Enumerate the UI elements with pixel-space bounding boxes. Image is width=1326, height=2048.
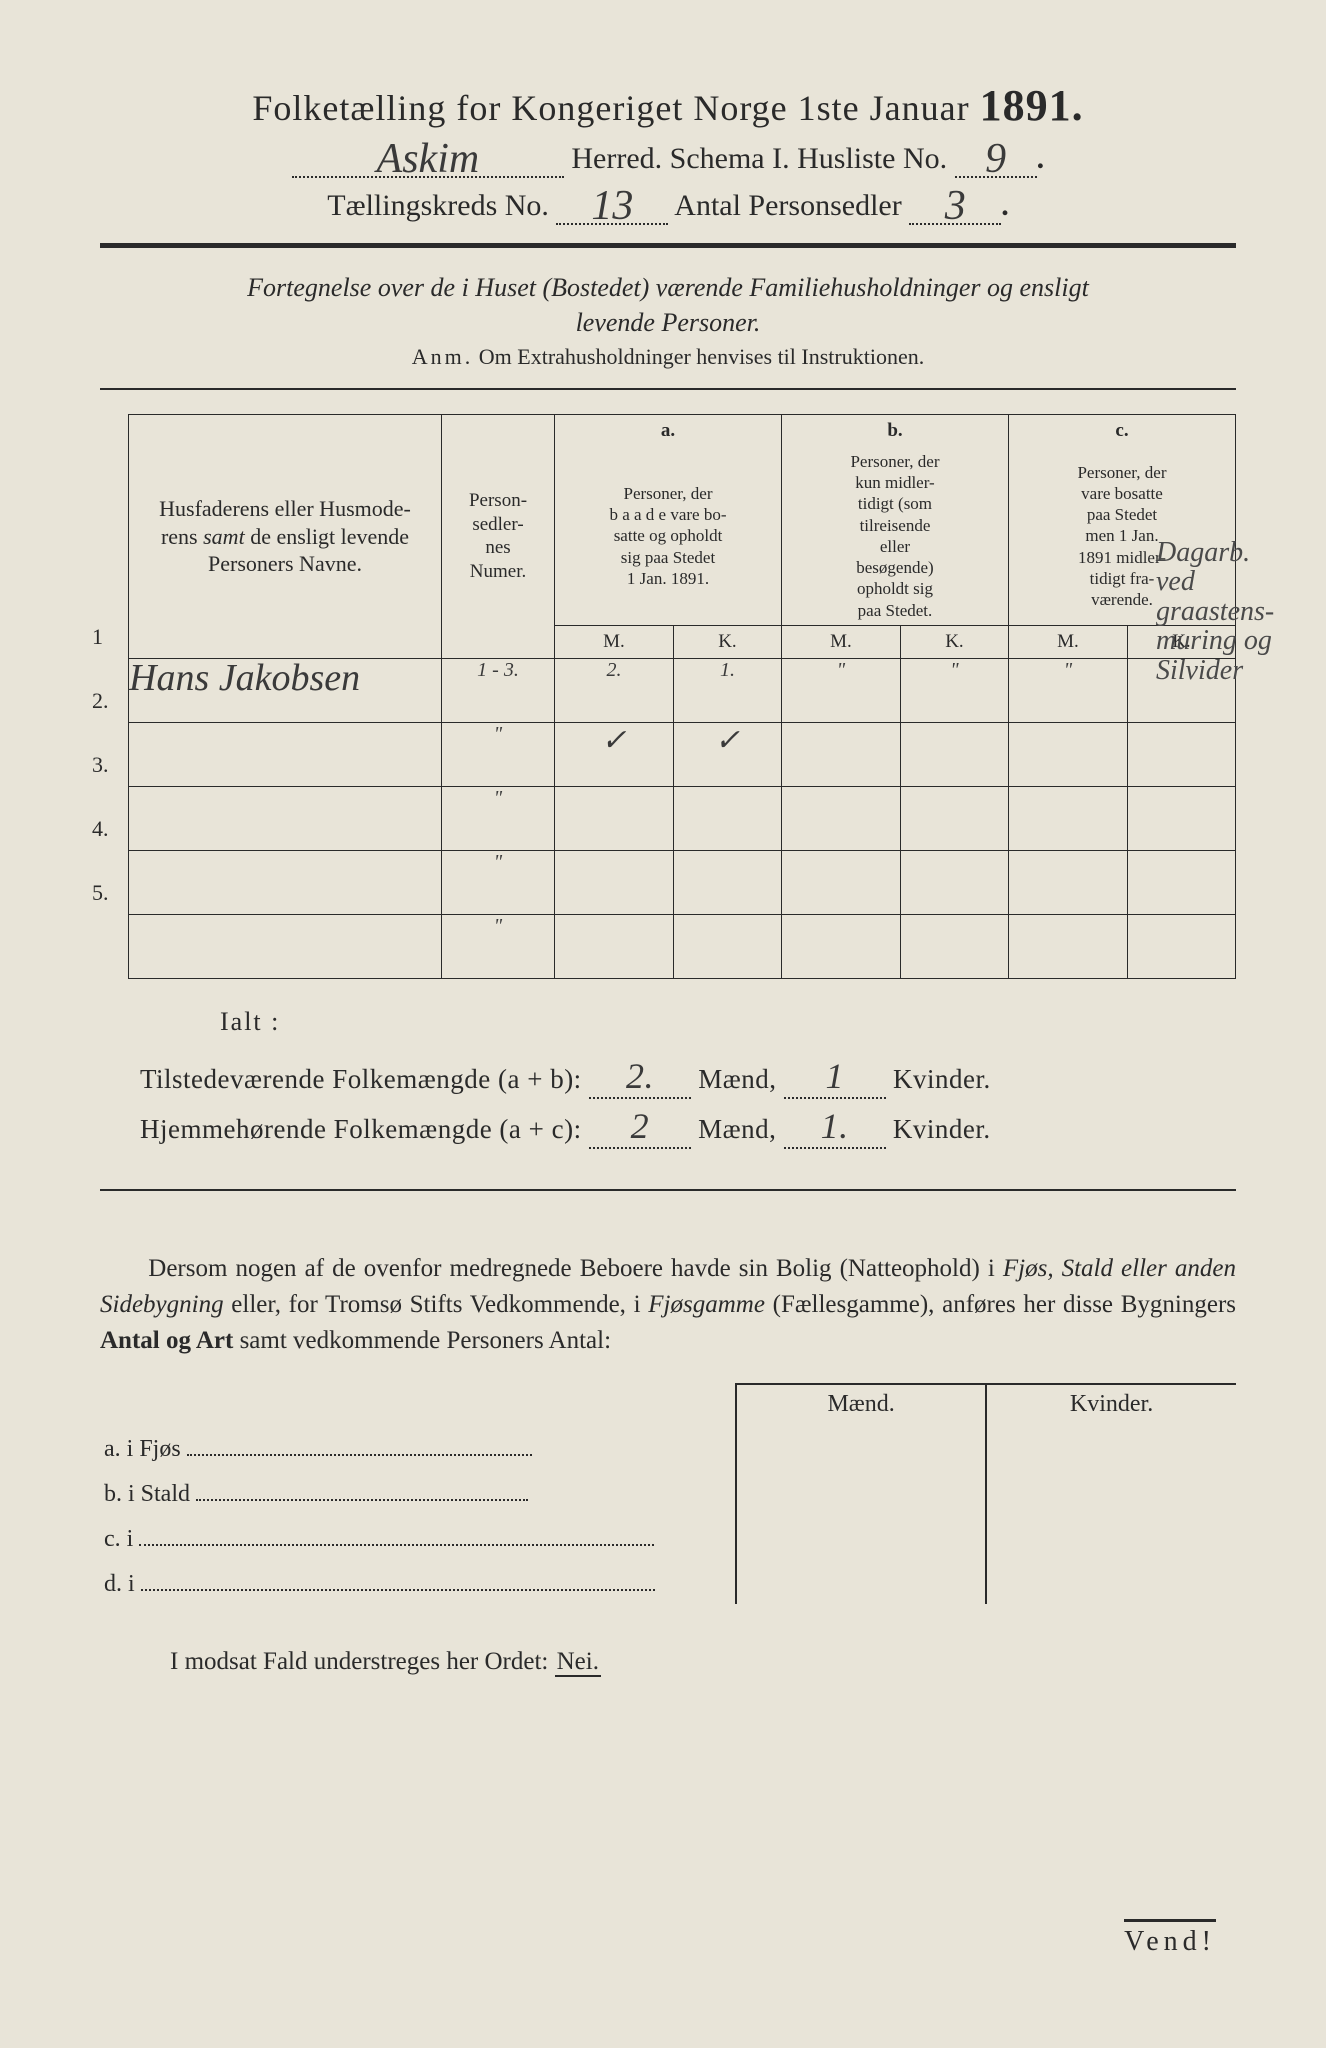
census-form-page: Folketælling for Kongeriget Norge 1ste J… bbox=[0, 0, 1326, 2048]
rownum-2: 2. bbox=[92, 688, 109, 714]
th-c-m: M. bbox=[1008, 625, 1127, 658]
present-k: 1 bbox=[825, 1056, 844, 1096]
main-table-wrapper: Husfaderens eller Husmode-rens samt de e… bbox=[100, 408, 1236, 979]
sb-head-k: Kvinder. bbox=[986, 1384, 1236, 1424]
sum-present: Tilstedeværende Folkemængde (a + b): 2. … bbox=[140, 1055, 1236, 1099]
table-row: " bbox=[129, 850, 1236, 914]
anm-text: Om Extrahusholdninger henvises til Instr… bbox=[473, 344, 924, 369]
anm-line: Anm. Om Extrahusholdninger henvises til … bbox=[100, 344, 1236, 370]
kreds-line: Tællingskreds No. 13 Antal Personsedler … bbox=[100, 186, 1236, 225]
rownum-4: 4. bbox=[92, 816, 109, 842]
table-row: " bbox=[129, 914, 1236, 978]
row2-ak: ✓ bbox=[673, 722, 781, 786]
outbuilding-table: Mænd. Kvinder. a. i Fjøs b. i Stald c. i bbox=[100, 1383, 1236, 1604]
table-body: Hans Jakobsen 1 - 3. 2. 1. " " " " bbox=[129, 658, 1236, 978]
th-a-head: a. bbox=[555, 415, 782, 447]
table-row: Hans Jakobsen 1 - 3. 2. 1. " " " bbox=[129, 658, 1236, 722]
resident-k: 1. bbox=[821, 1106, 849, 1146]
ialt-label: Ialt : bbox=[220, 1007, 1236, 1037]
divider-thin-2 bbox=[100, 1189, 1236, 1191]
th-b-head: b. bbox=[781, 415, 1008, 447]
personsedler-label: Antal Personsedler bbox=[674, 189, 901, 222]
modsat-line: I modsat Fald understreges her Ordet: Ne… bbox=[170, 1648, 1236, 1676]
rownum-3: 3. bbox=[92, 752, 109, 778]
herred-value: Askim bbox=[377, 143, 480, 177]
table-row: " ✓ ✓ bbox=[129, 722, 1236, 786]
row2-am: ✓ bbox=[555, 722, 674, 786]
th-c-head: c. bbox=[1008, 415, 1235, 447]
vend-label: Vend! bbox=[1124, 1919, 1216, 1958]
title-text: Folketælling for Kongeriget Norge 1ste J… bbox=[252, 88, 979, 128]
th-a-m: M. bbox=[555, 625, 674, 658]
row1-bm: " bbox=[781, 658, 900, 722]
row4-num: " bbox=[442, 850, 555, 914]
row1-cm: " bbox=[1008, 658, 1127, 722]
nei-word: Nei. bbox=[555, 1648, 601, 1677]
row1-ak: 1. bbox=[673, 658, 781, 722]
th-names: Husfaderens eller Husmode-rens samt de e… bbox=[129, 415, 442, 659]
divider-thin-1 bbox=[100, 388, 1236, 390]
row3-num: " bbox=[442, 786, 555, 850]
sb-row: b. i Stald bbox=[100, 1469, 1236, 1514]
herred-line: Askim Herred. Schema I. Husliste No. 9. bbox=[100, 139, 1236, 178]
herred-label: Herred. Schema I. Husliste No. bbox=[571, 142, 947, 175]
row1-num: 1 - 3. bbox=[442, 658, 555, 722]
instruction-text: Fortegnelse over de i Huset (Bostedet) v… bbox=[100, 270, 1236, 340]
row1-bk: " bbox=[900, 658, 1008, 722]
row1-am: 2. bbox=[555, 658, 674, 722]
th-a-k: K. bbox=[673, 625, 781, 658]
row2-name bbox=[129, 722, 442, 786]
anm-label: Anm. bbox=[412, 344, 474, 369]
kreds-label: Tællingskreds No. bbox=[327, 189, 549, 222]
row5-num: " bbox=[442, 914, 555, 978]
table-row: " bbox=[129, 786, 1236, 850]
main-title: Folketælling for Kongeriget Norge 1ste J… bbox=[100, 80, 1236, 131]
rownum-5: 5. bbox=[92, 880, 109, 906]
outbuilding-paragraph: Dersom nogen af de ovenfor medregnede Be… bbox=[100, 1251, 1236, 1360]
margin-note: Dagarb.vedgraastens-muring ogSilvider bbox=[1156, 538, 1306, 685]
th-a: Personer, derb a a d e vare bo-satte og … bbox=[555, 447, 782, 626]
census-table: Husfaderens eller Husmode-rens samt de e… bbox=[128, 414, 1236, 979]
th-b-k: K. bbox=[900, 625, 1008, 658]
row2-num: " bbox=[442, 722, 555, 786]
rownum-1: 1 bbox=[92, 624, 103, 650]
personsedler-value: 3 bbox=[945, 190, 966, 224]
resident-m: 2 bbox=[631, 1106, 650, 1146]
th-b-m: M. bbox=[781, 625, 900, 658]
row1-name: Hans Jakobsen bbox=[129, 663, 360, 693]
present-m: 2. bbox=[626, 1056, 654, 1096]
th-num: Person-sedler-nesNumer. bbox=[442, 415, 555, 659]
kreds-no: 13 bbox=[591, 190, 633, 224]
sb-row: d. i bbox=[100, 1559, 1236, 1604]
sb-row: a. i Fjøs bbox=[100, 1424, 1236, 1469]
th-b: Personer, derkun midler-tidigt (somtilre… bbox=[781, 447, 1008, 626]
title-year: 1891. bbox=[980, 81, 1084, 130]
sb-row: c. i bbox=[100, 1514, 1236, 1559]
divider-heavy bbox=[100, 243, 1236, 248]
husliste-no: 9 bbox=[985, 143, 1006, 177]
sum-resident: Hjemmehørende Folkemængde (a + c): 2 Mæn… bbox=[140, 1105, 1236, 1149]
sb-head-m: Mænd. bbox=[736, 1384, 986, 1424]
